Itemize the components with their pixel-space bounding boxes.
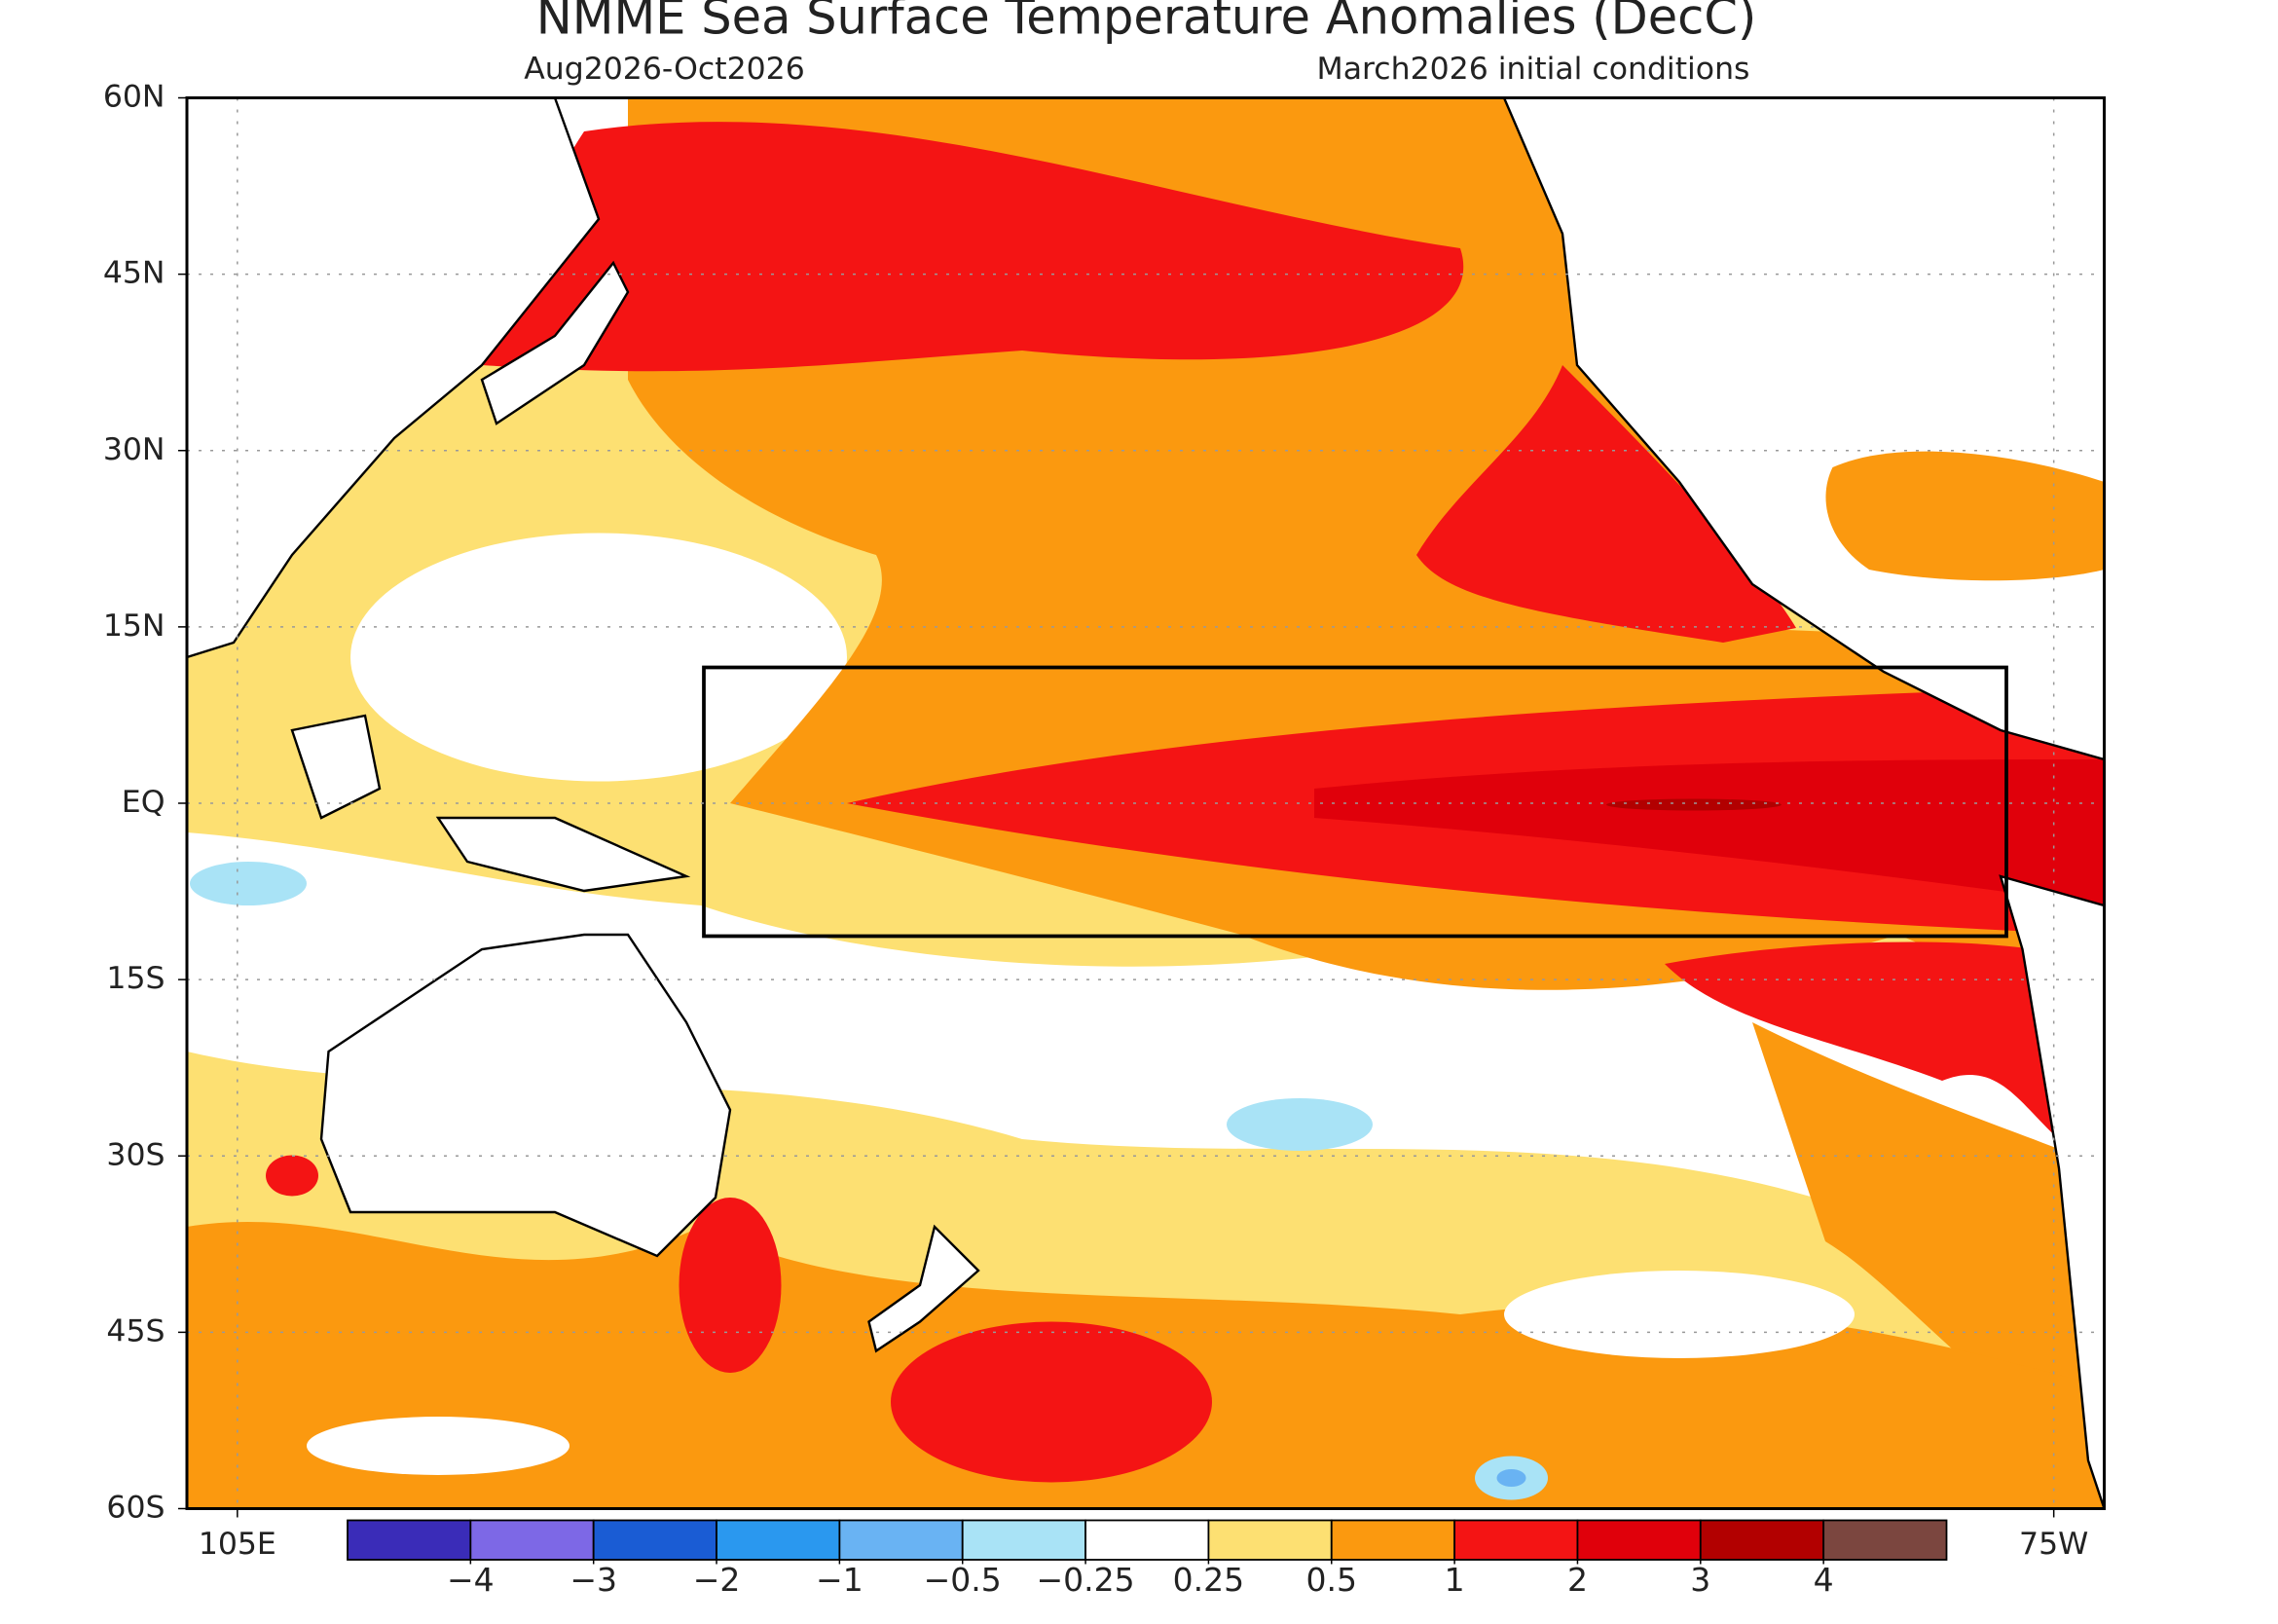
anomaly-region <box>679 1198 782 1373</box>
subtitle-left: Aug2026-Oct2026 <box>524 52 805 87</box>
land-maritime <box>290 714 691 893</box>
anomaly-region <box>1665 941 2105 1168</box>
land-japan <box>480 260 630 425</box>
colorbar-swatch <box>1576 1519 1702 1561</box>
y-tick-label: 45S <box>106 1313 165 1348</box>
land-asia <box>187 97 601 659</box>
colorbar-label: −3 <box>570 1561 617 1599</box>
colorbar-swatch <box>1699 1519 1825 1561</box>
anomaly-region <box>1314 759 2105 905</box>
subtitle-right: March2026 initial conditions <box>1317 52 1750 87</box>
colorbar-label: 2 <box>1567 1561 1588 1599</box>
anomaly-region <box>1227 1098 1373 1151</box>
anomaly-region <box>1825 451 2105 581</box>
colorbar-label: 1 <box>1445 1561 1465 1599</box>
land-north-america <box>1502 97 2105 761</box>
anomaly-region <box>1752 1022 2105 1460</box>
y-tick-label: 15S <box>106 961 165 996</box>
colorbar-swatch <box>1453 1519 1579 1561</box>
colorbar-swatch <box>716 1519 841 1561</box>
colorbar-label: −2 <box>693 1561 741 1599</box>
anomaly-region <box>266 1155 318 1197</box>
colorbar-swatch <box>347 1519 472 1561</box>
title: NMME Sea Surface Temperature Anomalies (… <box>536 0 1757 46</box>
anomaly-region <box>190 862 307 905</box>
colorbar-label: −4 <box>447 1561 495 1599</box>
colorbar-swatch <box>838 1519 964 1561</box>
anomaly-region <box>1416 365 1796 643</box>
colorbar-swatch <box>1330 1519 1456 1561</box>
anomaly-region <box>1606 798 1782 811</box>
x-tick-label: 75W <box>2019 1527 2088 1562</box>
land-south-america <box>1999 874 2105 1509</box>
colorbar-label: 0.5 <box>1306 1561 1357 1599</box>
colorbar-label: 3 <box>1690 1561 1710 1599</box>
colorbar-swatch <box>1207 1519 1333 1561</box>
y-tick-label: 60N <box>103 80 165 115</box>
colorbar-label: −1 <box>816 1561 863 1599</box>
anomaly-region <box>307 1417 570 1475</box>
y-tick-label: 30S <box>106 1137 165 1172</box>
colorbar-label: −0.5 <box>924 1561 1002 1599</box>
colorbar-label: −0.25 <box>1037 1561 1135 1599</box>
y-tick-label: 60S <box>106 1491 165 1526</box>
land-new-zealand <box>867 1224 980 1353</box>
colorbar-label: 4 <box>1814 1561 1834 1599</box>
anomaly-region <box>350 533 847 782</box>
y-tick-label: 30N <box>103 432 165 467</box>
colorbar-swatch <box>469 1519 595 1561</box>
anomaly-field <box>187 97 2105 1509</box>
land-australia <box>319 933 732 1258</box>
anomaly-region <box>891 1321 1212 1483</box>
y-tick-label: 45N <box>103 256 165 291</box>
colorbar-swatch <box>592 1519 717 1561</box>
nino-region-box <box>702 665 2008 939</box>
y-tick-label: 15N <box>103 609 165 644</box>
colorbar-swatch <box>961 1519 1086 1561</box>
anomaly-region <box>482 122 1464 372</box>
anomaly-region <box>1504 1271 1855 1358</box>
colorbar-swatch <box>1822 1519 1948 1561</box>
colorbar-label: 0.25 <box>1173 1561 1244 1599</box>
anomaly-region <box>1496 1469 1526 1487</box>
x-tick-label: 105E <box>199 1527 276 1562</box>
colorbar-swatch <box>1084 1519 1210 1561</box>
y-tick-label: EQ <box>122 785 165 820</box>
